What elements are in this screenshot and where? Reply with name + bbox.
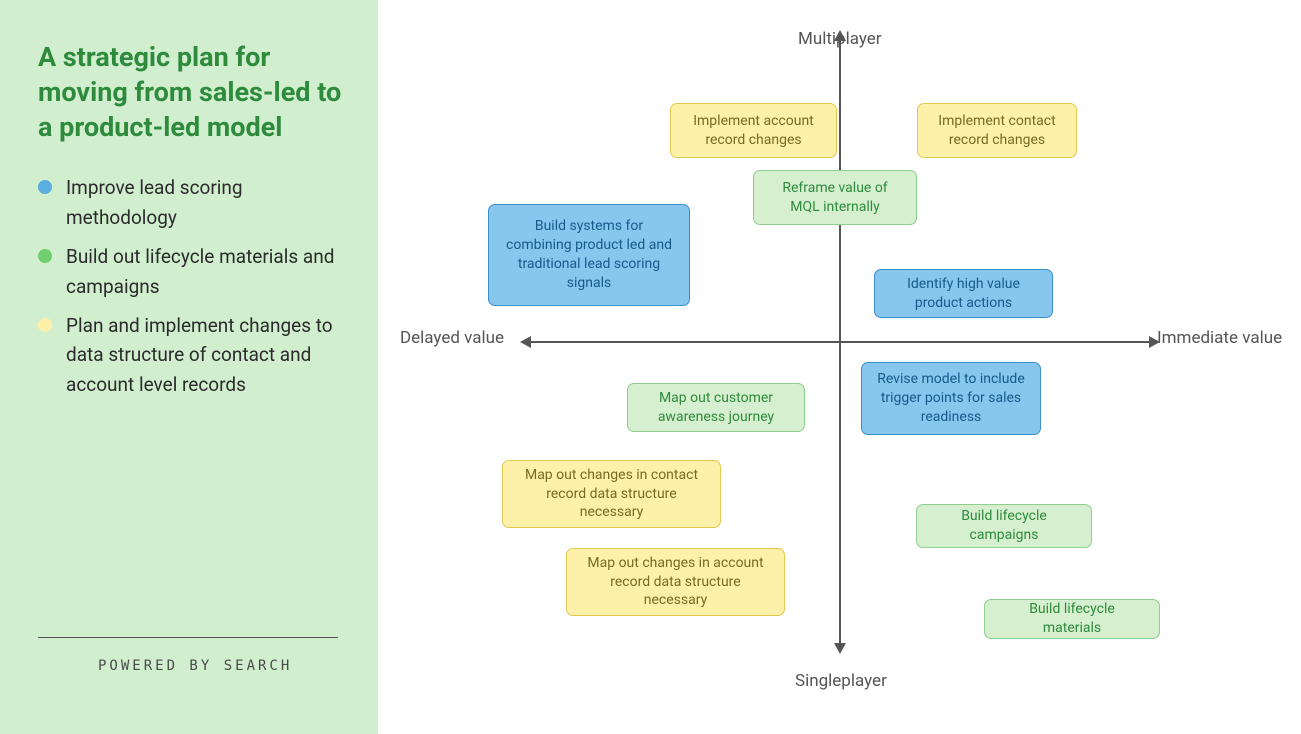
card: Build lifecycle campaigns [916,504,1092,548]
legend-label: Improve lead scoring methodology [66,173,346,232]
y-axis [839,40,841,644]
axis-label-bottom: Singleplayer [795,671,887,691]
card: Reframe value of MQL internally [753,170,917,225]
footer-divider [38,637,338,638]
card: Build systems for combining product led … [488,204,690,306]
card-label: Build lifecycle materials [999,600,1145,638]
card-label: Revise model to include trigger points f… [876,370,1026,427]
legend-item: Plan and implement changes to data struc… [38,311,346,399]
card: Revise model to include trigger points f… [861,362,1041,435]
legend-dot [38,318,52,332]
card-label: Map out changes in account record data s… [581,554,770,611]
page-title: A strategic plan for moving from sales-l… [38,40,346,145]
card-label: Implement contact record changes [932,112,1062,150]
legend-dot [38,249,52,263]
legend-label: Plan and implement changes to data struc… [66,311,346,399]
card-label: Map out changes in contact record data s… [517,466,706,523]
card-label: Build lifecycle campaigns [931,507,1077,545]
legend-dot [38,180,52,194]
card-label: Build systems for combining product led … [503,217,675,293]
arrow-down-icon [834,643,846,654]
card-label: Reframe value of MQL internally [768,179,902,217]
card: Identify high value product actions [874,269,1053,318]
card: Implement contact record changes [917,103,1077,158]
quadrant-chart: Multiplayer Singleplayer Delayed value Imme… [378,0,1301,734]
axis-label-left: Delayed value [400,328,504,348]
legend-item: Build out lifecycle materials and campai… [38,242,346,301]
card-label: Implement account record changes [685,112,822,150]
legend-item: Improve lead scoring methodology [38,173,346,232]
page-root: A strategic plan for moving from sales-l… [0,0,1301,734]
card: Map out changes in contact record data s… [502,460,721,528]
card-label: Map out customer awareness journey [642,389,790,427]
sidebar: A strategic plan for moving from sales-l… [0,0,378,734]
card: Map out changes in account record data s… [566,548,785,616]
legend-label: Build out lifecycle materials and campai… [66,242,346,301]
sidebar-footer: POWERED BY SEARCH [38,637,346,702]
axis-label-top: Multiplayer [798,29,882,49]
card: Map out customer awareness journey [627,383,805,432]
axis-label-right: Immediate value [1157,328,1282,348]
card-label: Identify high value product actions [889,275,1038,313]
card: Implement account record changes [670,103,837,158]
card: Build lifecycle materials [984,599,1160,639]
footer-text: POWERED BY SEARCH [38,658,346,674]
legend-list: Improve lead scoring methodology Build ou… [38,173,346,409]
arrow-left-icon [520,336,531,348]
